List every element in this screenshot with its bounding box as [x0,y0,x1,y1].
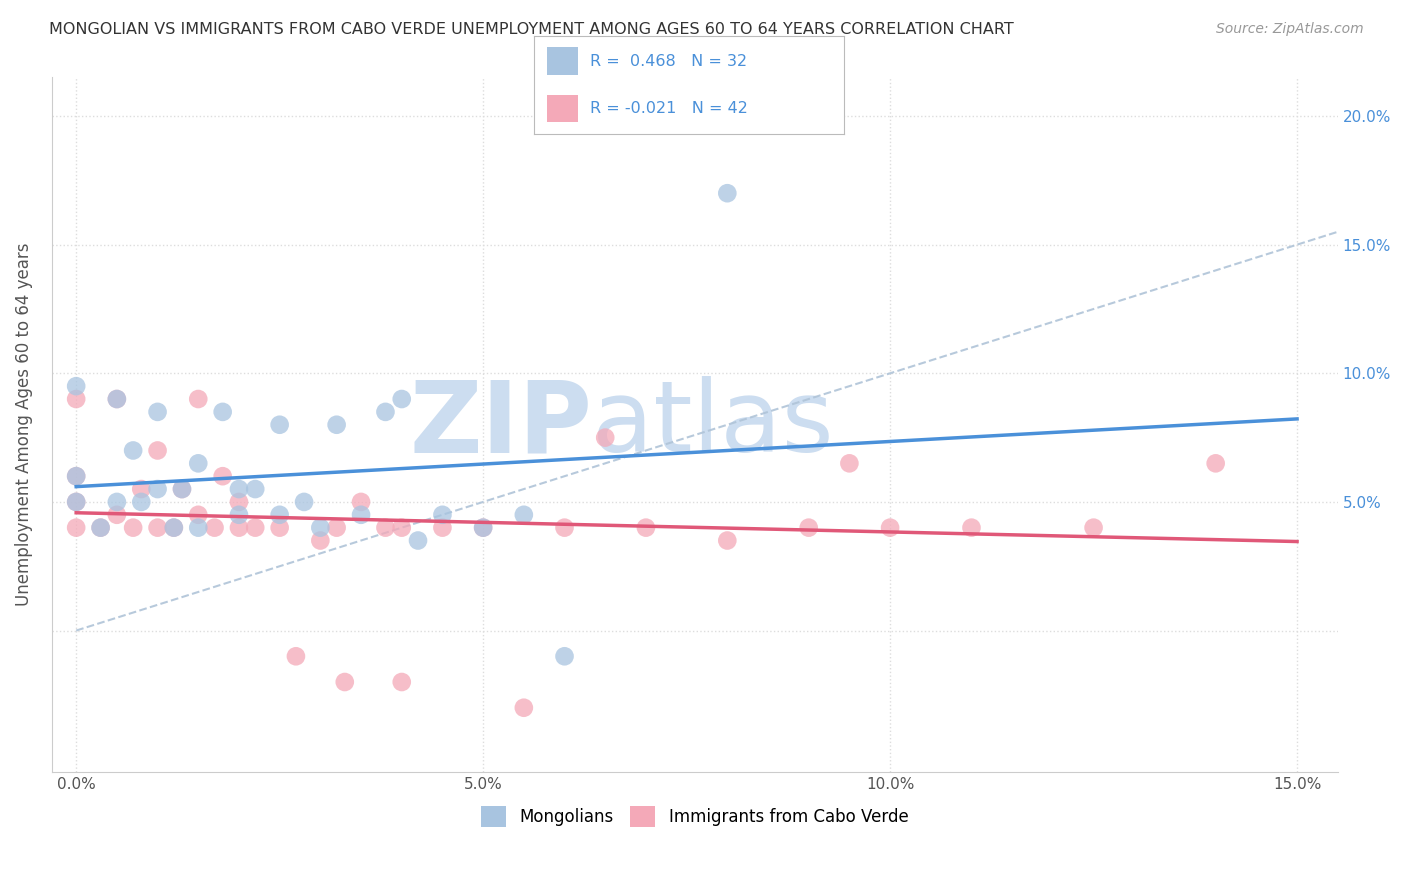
Point [513,700,536,714]
Point [432,508,454,522]
Point [204,521,226,535]
Point [406,533,429,548]
Point [65,495,87,509]
Text: ZIP: ZIP [409,376,592,474]
Point [269,417,291,432]
Point [105,495,128,509]
Point [65,379,87,393]
Point [374,521,396,535]
Point [65,469,87,483]
Point [245,482,267,496]
Point [228,495,250,509]
Point [350,508,373,522]
Point [513,508,536,522]
Text: Source: ZipAtlas.com: Source: ZipAtlas.com [1216,22,1364,37]
Point [554,649,576,664]
Point [879,521,901,535]
Point [228,508,250,522]
Point [797,521,820,535]
Point [472,521,495,535]
Point [129,482,152,496]
Point [65,469,87,483]
Point [105,392,128,406]
Point [65,392,87,406]
Point [269,521,291,535]
Text: R = -0.021   N = 42: R = -0.021 N = 42 [591,101,748,116]
FancyBboxPatch shape [547,47,578,75]
Point [228,521,250,535]
Point [146,443,169,458]
Point [838,456,860,470]
Point [716,186,738,201]
Point [309,533,332,548]
Point [325,417,347,432]
Point [187,508,209,522]
Point [1205,456,1227,470]
Point [90,521,112,535]
Point [309,521,332,535]
Point [122,521,145,535]
Point [269,508,291,522]
Point [333,675,356,690]
Point [350,495,373,509]
Point [187,456,209,470]
Point [245,521,267,535]
Point [1083,521,1105,535]
Point [187,521,209,535]
Point [325,521,347,535]
Point [146,405,169,419]
Point [716,533,738,548]
Point [228,482,250,496]
Point [65,521,87,535]
Point [187,392,209,406]
Point [391,392,413,406]
Point [170,482,193,496]
Point [129,495,152,509]
Point [960,521,983,535]
Point [284,649,307,664]
Point [391,675,413,690]
Point [122,443,145,458]
Y-axis label: Unemployment Among Ages 60 to 64 years: Unemployment Among Ages 60 to 64 years [15,243,32,607]
Point [65,495,87,509]
Point [391,521,413,535]
Text: R =  0.468   N = 32: R = 0.468 N = 32 [591,54,747,69]
Point [211,469,233,483]
Point [593,431,616,445]
Point [211,405,233,419]
Legend: Mongolians, Immigrants from Cabo Verde: Mongolians, Immigrants from Cabo Verde [474,799,915,833]
Point [163,521,186,535]
Point [292,495,315,509]
FancyBboxPatch shape [547,95,578,122]
Point [170,482,193,496]
Point [146,482,169,496]
Point [90,521,112,535]
Text: MONGOLIAN VS IMMIGRANTS FROM CABO VERDE UNEMPLOYMENT AMONG AGES 60 TO 64 YEARS C: MONGOLIAN VS IMMIGRANTS FROM CABO VERDE … [49,22,1014,37]
Point [634,521,657,535]
Point [163,521,186,535]
Point [472,521,495,535]
Point [146,521,169,535]
Text: atlas: atlas [592,376,834,474]
Point [105,508,128,522]
Point [554,521,576,535]
Point [432,521,454,535]
Point [105,392,128,406]
Point [374,405,396,419]
